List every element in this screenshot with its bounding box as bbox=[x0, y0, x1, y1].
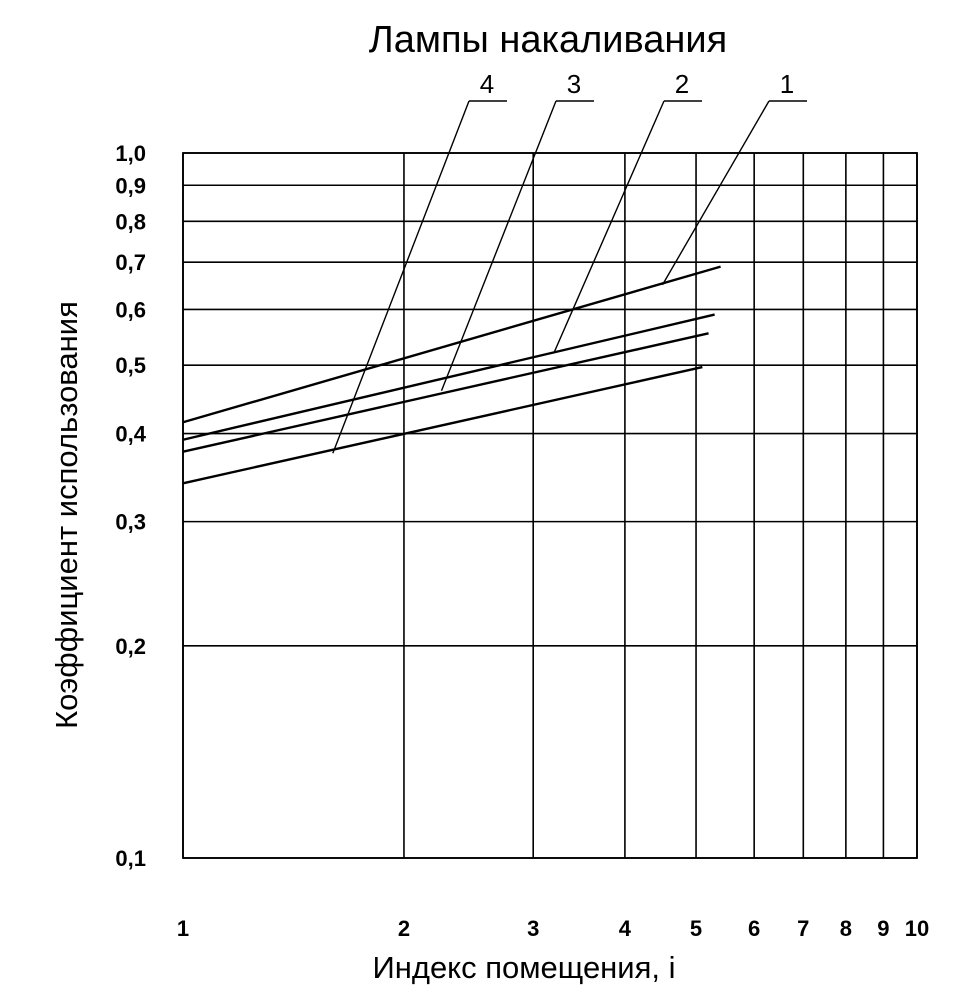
x-tick-label: 8 bbox=[840, 916, 852, 941]
y-tick-label: 0,1 bbox=[115, 846, 146, 871]
series-line-1 bbox=[182, 265, 721, 424]
x-tick-labels: 1 2 3 4 5 6 7 8 9 10 bbox=[177, 916, 929, 941]
chart-title: Лампы накаливания bbox=[369, 19, 727, 61]
curve-label-leaders: 1 2 3 4 bbox=[332, 69, 807, 454]
y-tick-label: 0,5 bbox=[115, 353, 146, 378]
leader-line-2 bbox=[553, 100, 665, 354]
x-tick-label: 5 bbox=[690, 916, 702, 941]
leader-line-1 bbox=[661, 100, 770, 286]
series-lines bbox=[182, 265, 721, 485]
x-tick-label: 4 bbox=[619, 916, 632, 941]
plot-frame bbox=[182, 152, 918, 859]
leader-line-3 bbox=[440, 100, 557, 392]
series-line-3 bbox=[182, 332, 709, 453]
curve-label-1: 1 bbox=[780, 69, 794, 99]
y-tick-label: 0,8 bbox=[115, 209, 146, 234]
x-tick-label: 10 bbox=[905, 916, 929, 941]
curve-label-4: 4 bbox=[480, 69, 494, 99]
y-tick-label: 0,9 bbox=[115, 173, 146, 198]
x-tick-label: 9 bbox=[877, 916, 889, 941]
x-tick-label: 1 bbox=[177, 916, 189, 941]
y-tick-label: 1,0 bbox=[115, 141, 146, 166]
x-tick-label: 2 bbox=[398, 916, 410, 941]
x-axis-label: Индекс помещения, i bbox=[372, 950, 675, 985]
grid bbox=[182, 152, 918, 859]
series-line-2 bbox=[182, 313, 715, 441]
x-tick-label: 3 bbox=[527, 916, 539, 941]
curve-label-2: 2 bbox=[675, 69, 689, 99]
series-line-4 bbox=[182, 365, 703, 485]
y-tick-label: 0,4 bbox=[115, 422, 146, 447]
y-tick-label: 0,2 bbox=[115, 634, 146, 659]
y-tick-labels: 0,1 0,2 0,3 0,4 0,5 0,6 0,7 0,8 0,9 1,0 bbox=[115, 141, 146, 871]
y-tick-label: 0,3 bbox=[115, 510, 146, 535]
x-tick-label: 6 bbox=[748, 916, 760, 941]
y-axis-label: Коэффициент использования bbox=[49, 301, 84, 729]
curve-label-3: 3 bbox=[567, 69, 581, 99]
y-tick-label: 0,6 bbox=[115, 297, 146, 322]
x-tick-label: 7 bbox=[797, 916, 809, 941]
leader-line-4 bbox=[332, 100, 470, 454]
y-tick-label: 0,7 bbox=[115, 250, 146, 275]
